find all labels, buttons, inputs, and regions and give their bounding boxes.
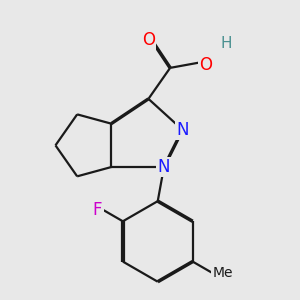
Text: O: O <box>142 31 155 49</box>
Text: F: F <box>93 201 102 219</box>
Text: Me: Me <box>212 266 233 280</box>
Text: N: N <box>158 158 170 176</box>
Text: N: N <box>176 121 189 139</box>
Text: H: H <box>220 36 232 51</box>
Text: O: O <box>199 56 212 74</box>
